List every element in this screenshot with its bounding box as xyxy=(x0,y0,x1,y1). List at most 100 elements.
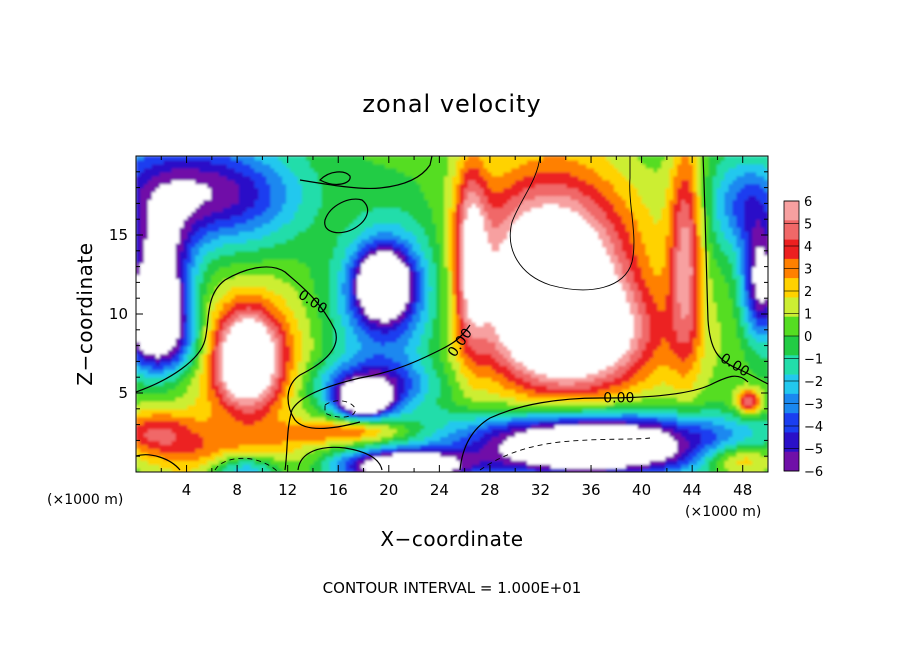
field-cell xyxy=(673,377,678,382)
field-cell xyxy=(570,400,576,406)
field-cell xyxy=(463,408,469,414)
field-cell xyxy=(167,357,173,362)
field-cell xyxy=(700,365,706,370)
field-cell xyxy=(424,464,429,469)
field-cell xyxy=(594,432,599,438)
field-cell xyxy=(554,404,560,410)
field-cell xyxy=(412,361,418,366)
field-cell xyxy=(234,400,240,406)
field-cell xyxy=(495,404,500,410)
field-cell xyxy=(736,424,741,430)
field-cell xyxy=(708,408,714,414)
field-cell xyxy=(689,361,694,366)
field-cell xyxy=(297,424,303,430)
field-cell xyxy=(728,377,734,382)
field-cell xyxy=(511,396,516,402)
field-cell xyxy=(756,381,761,386)
field-cell xyxy=(625,373,631,378)
field-cell xyxy=(471,404,477,410)
field-cell xyxy=(262,396,267,402)
field-cell xyxy=(704,377,710,382)
field-cell xyxy=(665,361,670,366)
field-cell xyxy=(645,444,651,449)
field-cell xyxy=(424,444,429,449)
field-cell xyxy=(171,373,177,378)
field-cell xyxy=(507,452,512,457)
field-cell xyxy=(633,353,639,359)
field-cell xyxy=(258,468,263,472)
field-cell xyxy=(558,396,564,402)
field-cell xyxy=(756,420,761,426)
field-cell xyxy=(297,436,303,441)
field-cell xyxy=(748,440,753,445)
field-cell xyxy=(262,373,267,378)
field-cell xyxy=(297,440,303,445)
field-cell xyxy=(475,416,481,422)
field-cell xyxy=(416,436,421,441)
field-cell xyxy=(179,345,184,351)
field-cell xyxy=(550,412,556,418)
field-cell xyxy=(341,353,346,359)
field-cell xyxy=(479,389,485,394)
field-cell xyxy=(562,448,568,453)
field-cell xyxy=(325,420,331,426)
field-cell xyxy=(665,432,670,438)
field-cell xyxy=(432,373,437,378)
field-cell xyxy=(396,428,402,434)
field-cell xyxy=(685,440,690,445)
field-cell xyxy=(661,448,666,453)
field-cell xyxy=(365,373,370,378)
field-cell xyxy=(748,412,753,418)
field-cell xyxy=(226,432,232,438)
field-cell xyxy=(689,440,694,445)
field-cell xyxy=(167,373,173,378)
field-cell xyxy=(436,452,441,457)
field-cell xyxy=(155,373,161,378)
field-cell xyxy=(163,428,169,434)
field-cell xyxy=(136,452,141,457)
field-cell xyxy=(467,448,473,453)
field-cell xyxy=(558,400,564,406)
field-cell xyxy=(534,361,540,366)
field-cell xyxy=(218,357,224,362)
field-cell xyxy=(305,408,311,414)
field-cell xyxy=(606,444,611,449)
field-cell xyxy=(317,381,323,386)
field-cell xyxy=(531,448,536,453)
field-cell xyxy=(708,460,714,465)
field-cell xyxy=(645,428,651,434)
field-cell xyxy=(147,448,153,453)
field-cell xyxy=(262,389,267,394)
field-cell xyxy=(673,396,678,402)
field-cell xyxy=(369,440,374,445)
field-cell xyxy=(254,432,260,438)
field-cell xyxy=(736,389,741,394)
field-cell xyxy=(582,452,587,457)
field-cell xyxy=(321,389,327,394)
field-cell xyxy=(440,440,445,445)
field-cell xyxy=(629,353,635,359)
field-cell xyxy=(574,369,579,374)
field-cell xyxy=(712,400,718,406)
field-cell xyxy=(286,365,291,370)
field-cell xyxy=(471,381,477,386)
field-cell xyxy=(254,408,260,414)
field-cell xyxy=(238,377,244,382)
field-cell xyxy=(578,349,583,355)
field-cell xyxy=(554,424,560,430)
field-cell xyxy=(677,412,682,418)
field-cell xyxy=(218,353,224,359)
field-cell xyxy=(598,396,603,402)
field-cell xyxy=(301,404,307,410)
field-cell xyxy=(586,408,591,414)
field-cell xyxy=(503,440,508,445)
field-cell xyxy=(432,381,437,386)
field-cell xyxy=(226,412,232,418)
field-cell xyxy=(313,432,319,438)
field-cell xyxy=(732,420,737,426)
field-cell xyxy=(685,412,690,418)
field-cell xyxy=(748,456,753,461)
field-cell xyxy=(578,365,583,370)
field-cell xyxy=(467,404,473,410)
field-cell xyxy=(396,385,402,390)
